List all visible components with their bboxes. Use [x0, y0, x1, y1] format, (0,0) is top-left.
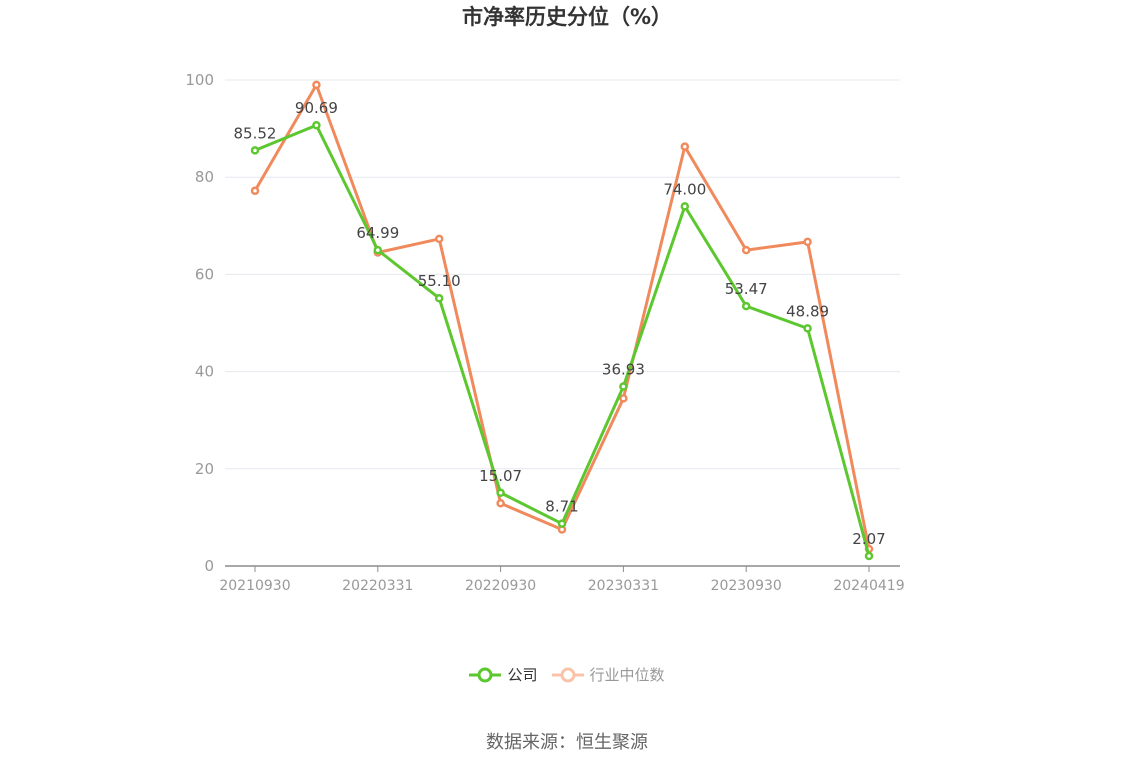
series-line-0	[254, 123, 871, 557]
data-point-1[interactable]	[619, 394, 628, 403]
x-tick-label: 20240419	[833, 578, 904, 594]
y-tick-label: 20	[195, 460, 214, 478]
data-point-0[interactable]	[250, 146, 260, 155]
data-label: 90.69	[295, 99, 338, 117]
axes: 0 20 40 60 80 100 20210930 20220331 20220930 2023…	[185, 71, 904, 594]
x-tick-label: 20220930	[465, 578, 536, 594]
data-point-0[interactable]	[434, 293, 444, 303]
series-lines	[250, 80, 874, 561]
data-point-1[interactable]	[496, 499, 505, 508]
data-point-0[interactable]	[741, 301, 751, 311]
x-tick-label: 20230331	[588, 578, 659, 594]
source-note: 数据来源：恒生聚源	[486, 732, 648, 753]
data-point-0[interactable]	[496, 488, 505, 498]
data-label: 64.99	[356, 224, 399, 242]
grid-lines	[225, 79, 900, 470]
data-label: 74.00	[663, 180, 706, 198]
data-point-1[interactable]	[680, 142, 690, 151]
legend-marker-company	[469, 667, 502, 682]
y-tick-label: 0	[204, 557, 214, 575]
data-point-0[interactable]	[373, 245, 383, 255]
line-chart: 0 20 40 60 80 100 20210930 20220331 20220930 2023…	[185, 71, 904, 594]
data-point-1[interactable]	[434, 234, 444, 244]
data-label: 85.52	[234, 124, 277, 142]
data-point-1[interactable]	[741, 245, 751, 255]
legend-label-industry-median: 行业中位数	[589, 666, 665, 684]
legend-label-company: 公司	[507, 666, 538, 684]
data-label: 53.47	[725, 280, 768, 298]
data-label: 2.07	[852, 530, 885, 548]
x-tick-label: 20210930	[219, 578, 290, 594]
x-tick-label: 20230930	[711, 578, 782, 594]
chart-title: 市净率历史分位（%）	[461, 5, 673, 29]
x-tick-label: 20220331	[342, 578, 413, 594]
y-tick-label: 40	[195, 363, 214, 381]
y-tick-label: 60	[195, 265, 214, 283]
data-label: 8.71	[545, 498, 578, 516]
data-labels: 85.52 90.69 64.99 55.10 15.07 8.71 36.93 74.00 5…	[234, 99, 886, 548]
data-point-0[interactable]	[680, 202, 690, 211]
data-point-0[interactable]	[619, 382, 628, 391]
y-tick-label: 80	[195, 168, 214, 186]
legend-marker-industry-median	[551, 667, 584, 682]
data-point-0[interactable]	[864, 551, 874, 561]
data-label: 48.89	[786, 302, 829, 320]
data-point-0[interactable]	[557, 519, 567, 528]
data-point-1[interactable]	[250, 186, 260, 196]
legend: 公司 行业中位数	[0, 664, 1134, 685]
data-label: 15.07	[479, 467, 522, 485]
data-point-0[interactable]	[803, 324, 812, 333]
data-label: 36.93	[602, 361, 645, 379]
data-point-1[interactable]	[312, 80, 321, 90]
data-label: 55.10	[418, 272, 461, 290]
legend-item-industry-median[interactable]: 行业中位数	[551, 664, 665, 685]
data-point-0[interactable]	[312, 120, 321, 130]
y-tick-label: 100	[185, 71, 214, 89]
data-point-1[interactable]	[803, 237, 812, 247]
legend-item-company[interactable]: 公司	[469, 664, 538, 685]
